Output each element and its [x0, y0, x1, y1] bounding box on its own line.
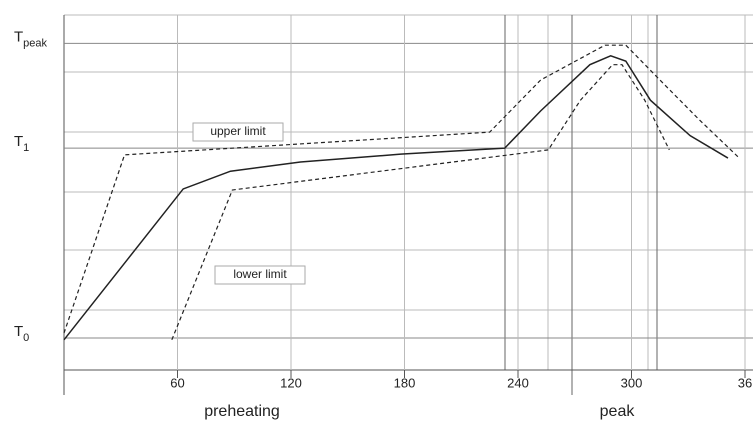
- y-tick-label: T0: [14, 323, 29, 344]
- y-tick-main: T: [14, 28, 23, 45]
- y-tick-sub: 1: [23, 142, 29, 154]
- x-tick-label: 60: [170, 375, 184, 390]
- series-label: lower limit: [233, 267, 287, 281]
- y-tick-main: T: [14, 133, 23, 150]
- zone-label: peak: [600, 403, 636, 420]
- y-tick-sub: 0: [23, 332, 29, 344]
- x-tick-label: 180: [394, 375, 416, 390]
- x-tick-label: 36: [738, 375, 752, 390]
- limit-line: [63, 44, 740, 334]
- zone-label: preheating: [204, 403, 280, 420]
- label-box: [214, 265, 306, 285]
- x-tick-label: 240: [507, 375, 529, 390]
- label-box: [192, 122, 284, 142]
- decor-grid: [64, 14, 753, 370]
- series-label: upper limit: [210, 124, 266, 138]
- x-tick-label: 120: [280, 375, 302, 390]
- profile-line: [63, 55, 729, 341]
- limit-line: [171, 64, 670, 341]
- y-tick-label: Tpeak: [14, 28, 48, 49]
- zone-lines: [504, 15, 658, 395]
- y-tick-label: T1: [14, 133, 29, 154]
- x-tick-label: 300: [621, 375, 643, 390]
- y-tick-sub: peak: [23, 37, 47, 49]
- y-tick-main: T: [14, 323, 23, 340]
